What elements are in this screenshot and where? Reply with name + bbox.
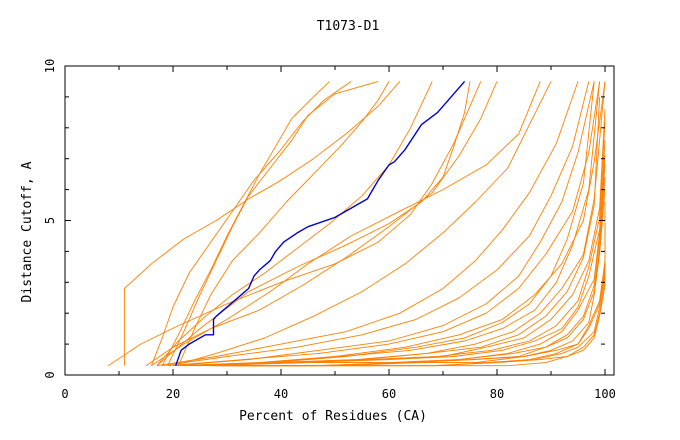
series-line-6 (123, 81, 401, 366)
series-line-3 (167, 80, 379, 366)
series-line-17 (183, 81, 595, 367)
y-tick-label-10: 10 (43, 59, 57, 73)
series-line-1 (150, 81, 352, 366)
series-line-15 (167, 81, 601, 367)
x-axis-label: Percent of Residues (CA) (239, 409, 427, 424)
x-tick-label-80: 80 (490, 387, 504, 401)
series-line-2 (161, 81, 330, 366)
series-line-28 (205, 202, 606, 367)
chart-title: T1073-D1 (317, 19, 380, 34)
y-axis-label: Distance Cutoff, A (20, 161, 35, 302)
x-tick-label-60: 60 (382, 387, 396, 401)
y-tick-label-5: 5 (43, 217, 57, 224)
series-layer (107, 80, 606, 367)
series-line-7 (107, 81, 482, 367)
x-tick-label-100: 100 (594, 387, 616, 401)
series-line-10 (156, 81, 471, 367)
series-line-22 (183, 121, 606, 367)
series-line-16 (178, 81, 606, 367)
series-line-32 (237, 251, 606, 367)
series-line-13 (162, 81, 590, 367)
x-tick-label-20: 20 (166, 387, 180, 401)
ticks-layer: 0 20 40 60 80 100 0 5 10 (43, 59, 616, 401)
x-tick-label-0: 0 (61, 387, 68, 401)
x-tick-label-40: 40 (274, 387, 288, 401)
series-line-24 (205, 155, 606, 367)
series-line-12 (156, 81, 579, 367)
series-line-18 (172, 81, 601, 367)
series-line-11 (172, 81, 552, 367)
series-line-20 (178, 96, 601, 367)
series-line-29 (221, 214, 606, 367)
series-line-4 (177, 81, 390, 366)
series-line-21 (194, 109, 606, 367)
y-tick-label-0: 0 (43, 371, 57, 378)
series-line-23 (199, 140, 606, 367)
series-line-19 (189, 81, 606, 367)
plot-frame (64, 65, 615, 376)
series-line-9 (151, 81, 541, 367)
series-line-14 (172, 81, 595, 367)
highlight-series-line (175, 80, 466, 366)
series-line-8 (145, 81, 498, 367)
series-line-5 (156, 81, 433, 366)
